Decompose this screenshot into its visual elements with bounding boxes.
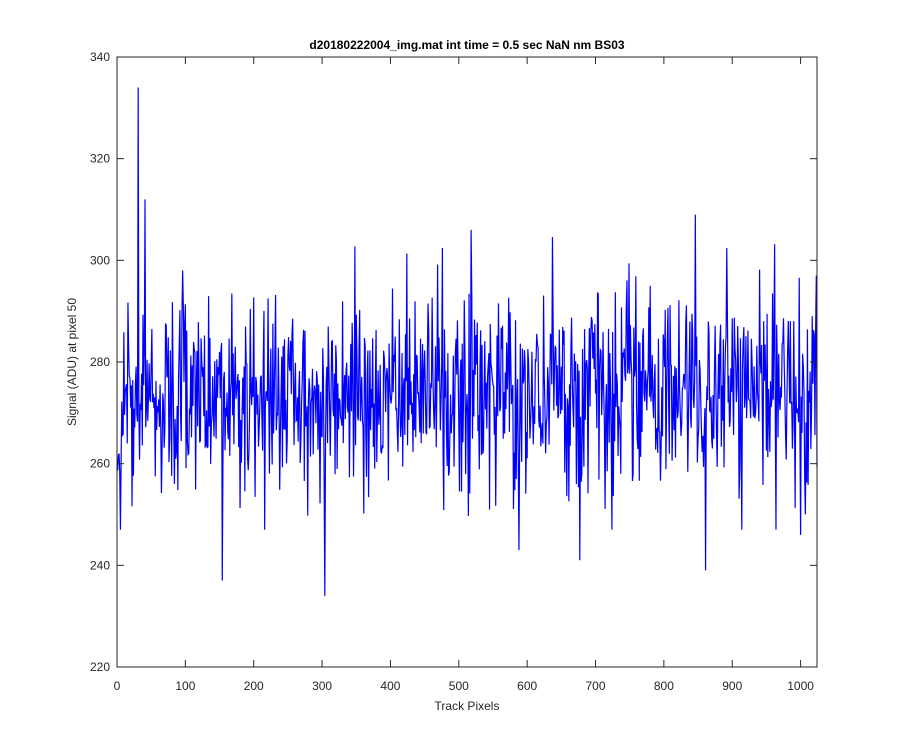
x-tick-label: 0 — [114, 679, 121, 693]
x-tick-label: 900 — [722, 679, 742, 693]
y-tick-label: 280 — [90, 355, 110, 369]
tick-layer: 0 100 200 300 400 500 600 700 800 900 1000 220 240 26… — [90, 50, 817, 693]
x-tick-label: 1000 — [787, 679, 814, 693]
x-tick-label: 100 — [175, 679, 195, 693]
chart-title: d20180222004_img.mat int time = 0.5 sec … — [309, 38, 624, 52]
y-tick-label: 220 — [90, 660, 110, 674]
y-tick-label: 300 — [90, 253, 110, 267]
series-layer — [117, 87, 818, 596]
x-tick-label: 200 — [244, 679, 264, 693]
x-tick-label: 300 — [312, 679, 332, 693]
x-tick-label: 500 — [449, 679, 469, 693]
y-tick-label: 260 — [90, 457, 110, 471]
y-tick-label: 240 — [90, 558, 110, 572]
series-line-0 — [117, 87, 818, 596]
y-tick-label: 340 — [90, 50, 110, 64]
y-axis-label: Signal (ADU) at pixel 50 — [65, 298, 79, 426]
x-tick-label: 700 — [586, 679, 606, 693]
x-axis-label: Track Pixels — [435, 699, 500, 713]
y-tick-label: 320 — [90, 152, 110, 166]
x-tick-label: 800 — [654, 679, 674, 693]
x-tick-label: 600 — [517, 679, 537, 693]
x-tick-label: 400 — [380, 679, 400, 693]
